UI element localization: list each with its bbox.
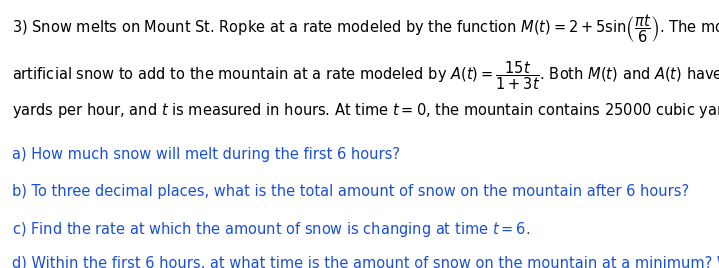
Text: a) How much snow will melt during the first 6 hours?: a) How much snow will melt during the fi… xyxy=(12,147,400,162)
Text: yards per hour, and $t$ is measured in hours. At time $t = 0$, the mountain cont: yards per hour, and $t$ is measured in h… xyxy=(12,100,719,120)
Text: d) Within the first 6 hours, at what time is the amount of snow on the mountain : d) Within the first 6 hours, at what tim… xyxy=(12,256,719,268)
Text: c) Find the rate at which the amount of snow is changing at time $t = 6$.: c) Find the rate at which the amount of … xyxy=(12,220,530,239)
Text: 3) Snow melts on Mount St. Ropke at a rate modeled by the function $M(t) = 2 + 5: 3) Snow melts on Mount St. Ropke at a ra… xyxy=(12,12,719,44)
Text: artificial snow to add to the mountain at a rate modeled by $A(t) = \dfrac{15t}{: artificial snow to add to the mountain a… xyxy=(12,59,719,91)
Text: b) To three decimal places, what is the total amount of snow on the mountain aft: b) To three decimal places, what is the … xyxy=(12,184,689,199)
